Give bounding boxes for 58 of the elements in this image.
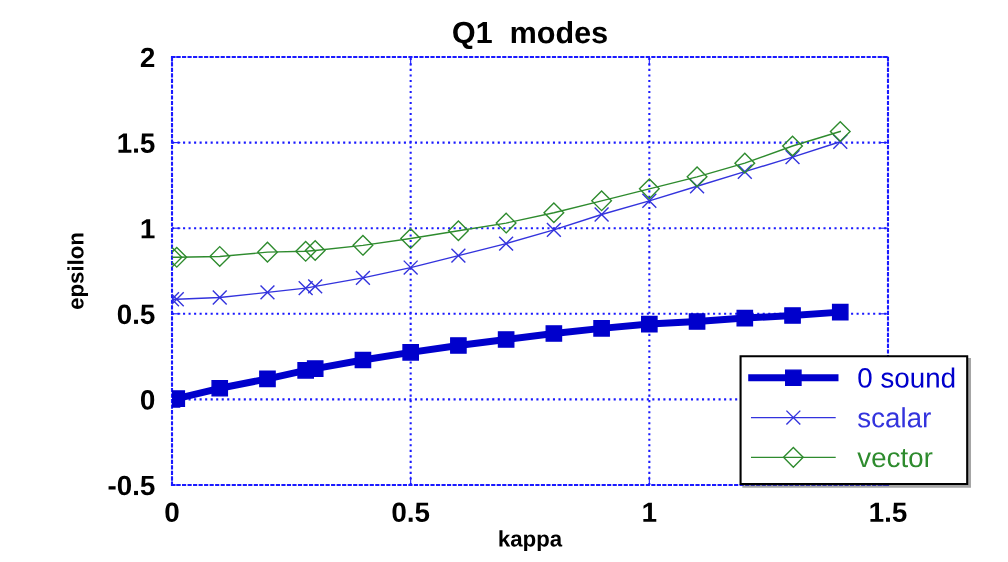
point [784,149,801,165]
point [403,259,419,276]
point [355,270,371,286]
point [640,315,658,333]
y-tick-label: 0 [140,390,155,410]
point [211,379,229,397]
point [546,222,562,238]
legend-label: vector [857,449,933,468]
y-tick-label: 1.5 [118,133,155,153]
point [734,152,756,174]
point [498,235,514,252]
point [259,284,276,301]
point [352,234,374,256]
y-tick-label: 2 [140,47,155,68]
point [784,307,801,324]
x-tick-label: 0 [165,502,179,523]
point [782,135,804,157]
point [737,164,753,180]
point [495,212,517,234]
point [354,351,372,369]
point [259,370,276,388]
point [736,309,754,327]
point [497,331,515,348]
x-tick-label: 0.5 [392,502,430,523]
point [686,166,708,188]
legend-label: 0 sound [858,367,955,388]
point [298,280,314,296]
point [593,206,610,223]
point [829,120,851,142]
x-tick-label: 1 [643,502,657,522]
point [831,303,849,321]
legend-label: scalar [858,407,931,428]
y-tick-label: 0.5 [117,304,155,325]
point [306,360,324,377]
y-tick-label: -0.5 [108,475,155,496]
point [256,241,278,263]
point [212,289,228,306]
y-tick-label: 1 [141,219,155,239]
point [307,278,323,295]
x-tick-label: 1.5 [870,502,907,523]
point [402,343,420,361]
point [450,337,467,354]
point [304,239,326,261]
point [400,227,422,249]
x-axis-title: kappa [499,530,563,552]
point [688,313,706,330]
point [543,202,565,224]
y-axis-title: epsilon [67,233,89,310]
point [209,245,231,267]
point [638,178,660,200]
point [593,320,610,337]
point [450,247,467,264]
chart-title: Q1 modes [453,20,607,50]
point [447,220,469,242]
point [591,190,613,212]
point [295,240,317,262]
point [545,325,563,342]
point [641,193,657,209]
